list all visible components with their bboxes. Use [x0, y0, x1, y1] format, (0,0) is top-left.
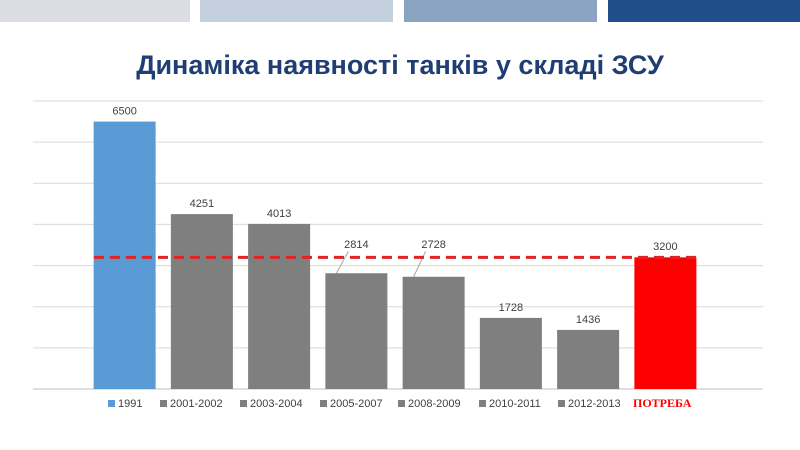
bar: [402, 276, 465, 389]
bar: [248, 223, 311, 389]
header-stripe: [200, 0, 393, 22]
data-label: 1436: [576, 314, 600, 326]
legend-swatch: [240, 400, 247, 407]
legend-label: 2003-2004: [250, 398, 303, 410]
bar: [634, 257, 697, 389]
legend-label: 2005-2007: [330, 398, 383, 410]
bar: [479, 317, 542, 389]
header-stripe: [608, 0, 800, 22]
data-label: 4251: [190, 198, 214, 210]
legend-swatch: [160, 400, 167, 407]
chart-title: Динаміка наявності танків у складі ЗСУ: [136, 50, 665, 80]
data-label: 3200: [653, 241, 677, 253]
leader-line: [335, 251, 349, 274]
leader-line: [413, 251, 427, 277]
legend-label: ПОТРЕБА: [633, 396, 692, 410]
legend-label: 2001-2002: [170, 398, 223, 410]
legend-swatch: [320, 400, 327, 407]
data-label: 1728: [499, 302, 523, 314]
bar: [557, 329, 620, 389]
legend-swatch: [558, 400, 565, 407]
header-stripe: [404, 0, 597, 22]
legend-label: 2008-2009: [408, 398, 461, 410]
legend-swatch: [108, 400, 115, 407]
bar: [93, 121, 156, 390]
data-label: 2728: [421, 239, 445, 251]
legend-label: 2010-2011: [489, 398, 541, 410]
legend-label: 2012-2013: [568, 398, 621, 410]
legend-label: 1991: [118, 398, 142, 410]
legend-swatch: [398, 400, 405, 407]
bar: [170, 214, 233, 389]
data-label: 2814: [344, 239, 368, 251]
data-label: 6500: [112, 105, 136, 117]
data-label: 4013: [267, 208, 291, 220]
bar: [325, 273, 388, 389]
legend-swatch: [479, 400, 486, 407]
header-stripe: [0, 0, 190, 22]
